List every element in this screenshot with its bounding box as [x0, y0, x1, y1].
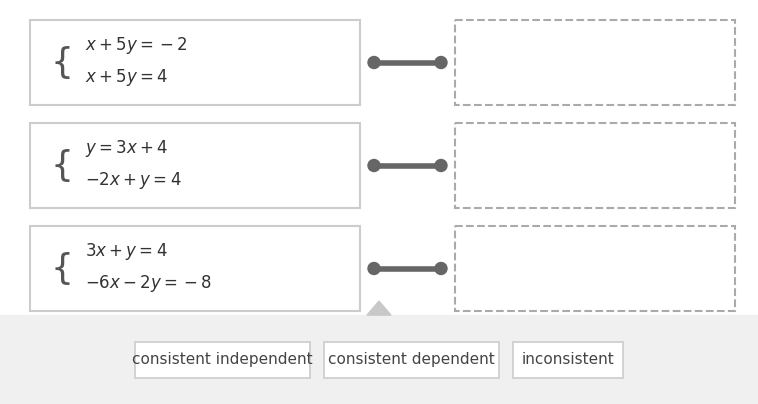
Text: $-2x + y = 4$: $-2x + y = 4$	[85, 170, 182, 191]
FancyBboxPatch shape	[455, 123, 735, 208]
Bar	[0, 315, 758, 404]
FancyBboxPatch shape	[455, 20, 735, 105]
Circle shape	[435, 263, 447, 274]
Text: $\{$: $\{$	[50, 44, 70, 81]
Polygon shape	[367, 301, 391, 315]
Circle shape	[368, 263, 380, 274]
Text: $3x + y = 4$: $3x + y = 4$	[85, 241, 168, 262]
Text: $-6x - 2y = -8$: $-6x - 2y = -8$	[85, 273, 212, 294]
Text: $\{$: $\{$	[50, 250, 70, 287]
FancyBboxPatch shape	[135, 341, 310, 378]
Circle shape	[368, 160, 380, 172]
Text: $x + 5y = -2$: $x + 5y = -2$	[85, 35, 188, 56]
Circle shape	[435, 57, 447, 69]
FancyBboxPatch shape	[30, 123, 360, 208]
Text: $y = 3x + 4$: $y = 3x + 4$	[85, 138, 168, 159]
Circle shape	[435, 160, 447, 172]
Bar	[0, 0, 758, 315]
Text: inconsistent: inconsistent	[522, 352, 615, 367]
FancyBboxPatch shape	[324, 341, 499, 378]
Text: consistent independent: consistent independent	[132, 352, 313, 367]
FancyBboxPatch shape	[455, 226, 735, 311]
Text: consistent dependent: consistent dependent	[328, 352, 495, 367]
FancyBboxPatch shape	[30, 20, 360, 105]
Circle shape	[368, 57, 380, 69]
FancyBboxPatch shape	[30, 226, 360, 311]
FancyBboxPatch shape	[513, 341, 623, 378]
Text: $\{$: $\{$	[50, 147, 70, 184]
Text: $x + 5y = 4$: $x + 5y = 4$	[85, 67, 168, 88]
